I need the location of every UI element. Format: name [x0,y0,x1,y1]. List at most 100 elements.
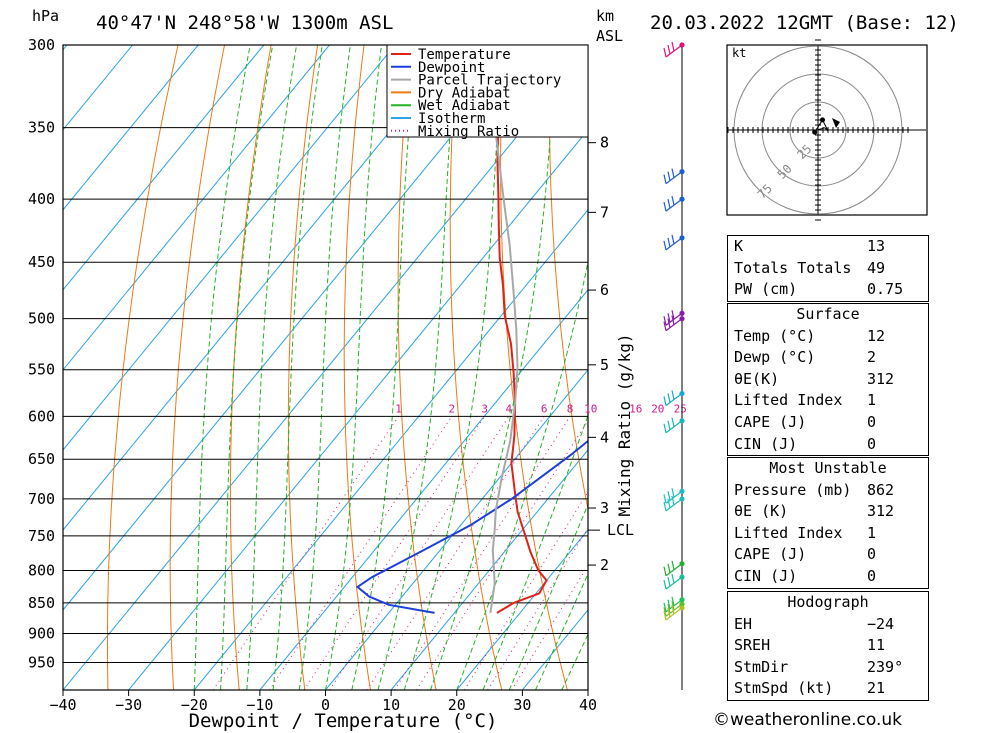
legend-label: Parcel Trajectory [418,73,561,89]
dry-adiabat-line [500,45,568,690]
legend-label: Temperature [418,47,511,63]
index-value: 312 [867,502,895,521]
index-label: Totals Totals [734,258,852,277]
index-row: CIN (J) 0 [728,566,928,588]
hodograph-point [819,117,825,123]
isotherm-line [128,128,588,690]
index-label: PW (cm) [734,280,798,299]
temp-tick-label: −10 [246,696,273,714]
index-value: 0 [867,412,877,431]
dry-adiabat-line [969,45,1000,690]
isotherm-line [63,45,330,371]
mixing-ratio-label: 8 [567,402,574,415]
index-row: CIN (J) 0 [728,434,928,456]
isotherm-line [63,45,527,611]
index-value: 239° [867,657,904,676]
index-label: θE (K) [734,502,789,521]
index-label: Pressure (mb) [734,480,852,499]
index-label: CIN (J) [734,566,798,585]
pressure-tick-label: 500 [28,310,55,328]
index-row: Totals Totals 49 [728,258,928,280]
index-value: 11 [867,636,886,655]
copyright[interactable]: ©weatheronline.co.uk [713,710,903,730]
isotherm-line [63,45,199,211]
isotherm-line [259,289,588,690]
mixing-ratio-label: 1 [395,402,402,415]
temp-tick-label: 40 [579,696,597,714]
index-label: θE(K) [734,369,780,388]
wind-barb [663,604,683,621]
mixing-ratio-label: 25 [674,402,687,415]
index-label: EH [734,614,753,633]
isotherm-line [390,449,588,690]
index-label: Lifted Index [734,391,843,410]
index-row: EH −24 [728,614,928,636]
index-row: SREH 11 [728,635,928,657]
wind-barb [663,417,683,434]
wind-barb [663,195,683,212]
pressure-tick-label: 350 [28,119,55,137]
dewpoint-curve [355,439,588,614]
mixing-ratio-line [394,416,571,690]
datetime-title: 20.03.2022 12GMT (Base: 12) [650,12,959,34]
wind-barbs [663,41,685,621]
pressure-tick-label: 700 [28,490,55,508]
isotherm-line [193,209,588,690]
dry-adiabat-line [229,45,272,690]
mixing-ratio-axis-label: Mixing Ratio (g/kg) [615,333,634,516]
km-tick-label: 4 [600,428,609,446]
indices-table-unstable: Most Unstable Pressure (mb) 862 θE (K) 312 L… [727,457,929,589]
hodograph-point [812,129,818,135]
km-tick-label: 8 [600,134,609,152]
index-value: 0 [867,434,877,453]
mixing-ratio-line [366,416,545,690]
wet-adiabat-line [508,503,588,690]
surface-title: Surface [796,305,860,323]
hodograph-unit: kt [732,46,746,60]
index-row: Temp (°C) 12 [728,326,928,348]
index-label: CAPE (J) [734,412,807,431]
wet-adiabat-line [220,45,274,690]
temp-tick-label: 30 [513,696,531,714]
wind-barb [663,601,683,617]
pressure-tick-label: 750 [28,527,55,545]
lcl-label: LCL [607,521,634,539]
index-row: CAPE (J) 0 [728,544,928,566]
pressure-tick-label: 650 [28,450,55,468]
index-value: 0 [867,545,877,564]
index-value: 2 [867,348,877,367]
mixing-ratio-line [303,416,486,690]
temp-tick-label: −40 [49,696,76,714]
mixing-ratio-label: 20 [651,402,664,415]
index-row: PW (cm) 0.75 [728,279,928,301]
km-tick-label: 3 [600,499,609,517]
index-row: Lifted Index 1 [728,390,928,412]
pressure-tick-label: 900 [28,625,55,643]
location-title: 40°47'N 248°58'W 1300m ASL [96,12,393,34]
dry-adiabat-line [397,45,437,690]
index-label: CAPE (J) [734,545,807,564]
wind-barb [663,168,683,185]
index-value: 0.75 [867,280,904,299]
index-label: K [734,237,744,255]
parcel-trajectory-curve [479,45,519,614]
index-value: 49 [867,258,886,277]
index-value: 12 [867,326,886,345]
km-label: km [596,7,614,25]
index-row: Dewp (°C) 2 [728,347,928,369]
wind-barb [663,560,683,577]
wind-barb [663,234,683,251]
index-label: Temp (°C) [734,326,816,345]
mixing-ratio-label: 2 [448,402,455,415]
temp-tick-label: 10 [382,696,400,714]
temp-tick-label: 0 [321,696,330,714]
temp-tick-label: −20 [181,696,208,714]
wet-adiabat-line [535,572,588,690]
index-label: Lifted Index [734,523,843,542]
index-label: StmSpd (kt) [734,679,834,698]
isotherm-line [63,45,396,451]
pressure-unit-label: hPa [32,7,59,25]
index-row: Pressure (mb) 862 [728,480,928,502]
